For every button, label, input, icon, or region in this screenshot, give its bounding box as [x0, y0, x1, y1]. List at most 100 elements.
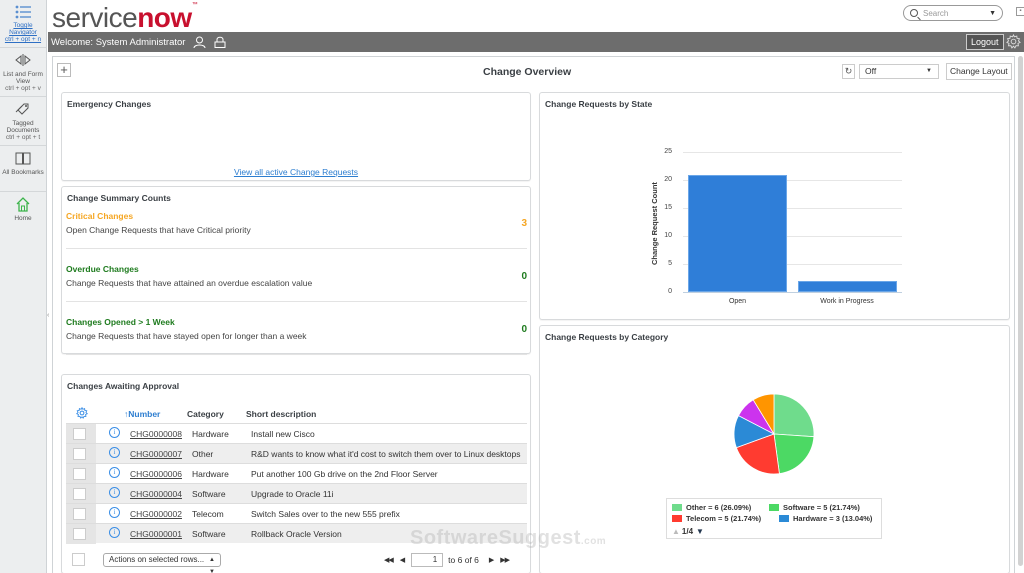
legend-swatch: [769, 504, 779, 511]
info-icon[interactable]: i: [109, 447, 120, 458]
widget-title: Change Requests by Category: [545, 332, 669, 342]
table-row[interactable]: i CHG0000007 Other R&D wants to know wha…: [66, 443, 527, 464]
list-settings-gear-icon[interactable]: [75, 406, 89, 421]
summary-item-count: 0: [521, 324, 527, 335]
pie-slice-other[interactable]: [773, 393, 815, 438]
y-tick: 5: [668, 260, 672, 267]
change-number-link[interactable]: CHG0000007: [130, 449, 182, 459]
legend-item-hardware[interactable]: Hardware = 3 (13.04%): [779, 514, 872, 523]
logo-text-now: now: [137, 2, 192, 33]
legend-next-icon[interactable]: ▼: [696, 527, 704, 536]
row-checkbox[interactable]: [66, 504, 96, 524]
next-page-button[interactable]: ▶: [488, 557, 494, 564]
logout-button[interactable]: Logout: [966, 34, 1004, 50]
legend-item-software[interactable]: Software = 5 (21.74%): [769, 503, 860, 512]
gridline: [683, 236, 902, 237]
info-icon[interactable]: i: [109, 527, 120, 538]
table-row[interactable]: i CHG0000006 Hardware Put another 100 Gb…: [66, 463, 527, 484]
impersonate-user-icon[interactable]: [193, 36, 206, 48]
row-checkbox[interactable]: [66, 444, 96, 464]
table-row[interactable]: i CHG0000001 Software Rollback Oracle Ve…: [66, 523, 527, 544]
collapse-rail-handle[interactable]: ‹: [47, 312, 50, 319]
add-widget-button[interactable]: +: [57, 63, 71, 77]
change-number-link[interactable]: CHG0000002: [130, 509, 182, 519]
servicenow-logo[interactable]: servicenow™: [52, 2, 198, 34]
first-page-button[interactable]: ◀◀: [384, 557, 394, 564]
row-checkbox[interactable]: [66, 464, 96, 484]
header-bar: Welcome: System Administrator Logout: [48, 32, 1024, 52]
table-row[interactable]: i CHG0000002 Telecom Switch Sales over t…: [66, 503, 527, 524]
view-all-active-link[interactable]: View all active Change Requests: [233, 167, 359, 177]
chevron-down-icon: ▼: [926, 68, 932, 74]
refresh-interval-value: Off: [865, 66, 877, 76]
y-tick: 20: [664, 176, 672, 183]
all-bookmarks-button[interactable]: All Bookmarks: [0, 146, 46, 192]
change-number-link[interactable]: CHG0000008: [130, 429, 182, 439]
last-page-button[interactable]: ▶▶: [500, 557, 510, 564]
table-row[interactable]: i CHG0000004 Software Upgrade to Oracle …: [66, 483, 527, 504]
gridline: [683, 264, 902, 265]
pie-legend: Other = 6 (26.09%) Software = 5 (21.74%)…: [666, 498, 882, 539]
row-checkbox[interactable]: [66, 424, 96, 444]
book-icon: [14, 149, 32, 167]
select-all-checkbox[interactable]: [72, 553, 85, 566]
summary-item-opened-week[interactable]: Changes Opened > 1 Week Change Requests …: [66, 317, 527, 369]
bar-open[interactable]: [688, 175, 787, 292]
watermark-suffix: .com: [580, 536, 607, 547]
list-form-view-button[interactable]: List and Form View ctrl + opt + v: [0, 48, 46, 97]
home-button[interactable]: Home: [0, 192, 46, 226]
expand-icon[interactable]: ▪: [1016, 7, 1024, 16]
change-number-link[interactable]: CHG0000006: [130, 469, 182, 479]
toggle-navigator-button[interactable]: Toggle Navigator ctrl + opt + n: [0, 0, 46, 48]
prev-page-button[interactable]: ◀: [399, 557, 405, 564]
category-cell: Hardware: [192, 429, 229, 439]
info-icon[interactable]: i: [109, 467, 120, 478]
summary-item-critical[interactable]: Critical Changes Open Change Requests th…: [66, 211, 527, 263]
refresh-interval-select[interactable]: Off ▼: [859, 64, 939, 79]
pie-slice-software[interactable]: [773, 433, 815, 475]
info-icon[interactable]: i: [109, 507, 120, 518]
category-cell: Hardware: [192, 469, 229, 479]
table-header: ↑Number Category Short description: [62, 406, 528, 423]
legend-label: Software = 5 (21.74%): [783, 503, 860, 512]
summary-item-overdue[interactable]: Overdue Changes Change Requests that hav…: [66, 264, 527, 316]
column-header-category[interactable]: Category: [187, 409, 224, 419]
refresh-button[interactable]: ↻: [842, 64, 855, 79]
actions-select[interactable]: Actions on selected rows... ▲ ▼: [103, 553, 221, 573]
info-icon[interactable]: i: [109, 427, 120, 438]
legend-swatch: [779, 515, 789, 522]
settings-gear-icon[interactable]: [1006, 33, 1021, 52]
welcome-text: Welcome: System Administrator: [51, 36, 186, 48]
legend-item-other[interactable]: Other = 6 (26.09%): [672, 503, 751, 512]
table-row[interactable]: i CHG0000008 Hardware Install new Cisco: [66, 423, 527, 444]
tag-icon: [14, 100, 32, 118]
page-scrollbar[interactable]: [1018, 56, 1023, 566]
chevron-down-icon: ▼: [989, 9, 996, 17]
bar-work-in-progress[interactable]: [798, 281, 897, 292]
page-number-input[interactable]: 1: [411, 553, 444, 567]
navigator-rail: Toggle Navigator ctrl + opt + n List and…: [0, 0, 47, 573]
legend-prev-icon[interactable]: ▲: [672, 527, 680, 536]
rail-label: List and Form View: [3, 71, 43, 85]
global-search-input[interactable]: Search ▼: [903, 5, 1003, 21]
short-description-cell: Rollback Oracle Version: [251, 529, 342, 539]
row-checkbox[interactable]: [66, 484, 96, 504]
column-header-number[interactable]: ↑Number: [124, 409, 160, 419]
column-header-short-description[interactable]: Short description: [246, 409, 317, 419]
legend-item-telecom[interactable]: Telecom = 5 (21.74%): [672, 514, 761, 523]
updown-icon: ▲ ▼: [209, 557, 215, 573]
category-cell: Software: [192, 529, 226, 539]
widget-title: Emergency Changes: [67, 99, 152, 109]
change-number-link[interactable]: CHG0000001: [130, 529, 182, 539]
change-layout-button[interactable]: Change Layout: [946, 63, 1012, 80]
change-number-link[interactable]: CHG0000004: [130, 489, 182, 499]
logo-tm: ™: [191, 2, 198, 8]
info-icon[interactable]: i: [109, 487, 120, 498]
tagged-documents-button[interactable]: Tagged Documents ctrl + opt + t: [0, 97, 46, 146]
lock-icon[interactable]: [214, 36, 226, 48]
row-checkbox[interactable]: [66, 524, 96, 544]
pie-slice-orange[interactable]: [752, 393, 775, 436]
summary-item-title: Overdue Changes: [66, 264, 139, 274]
widget-title: Change Requests by State: [545, 99, 653, 109]
legend-label: Hardware = 3 (13.04%): [793, 514, 873, 523]
